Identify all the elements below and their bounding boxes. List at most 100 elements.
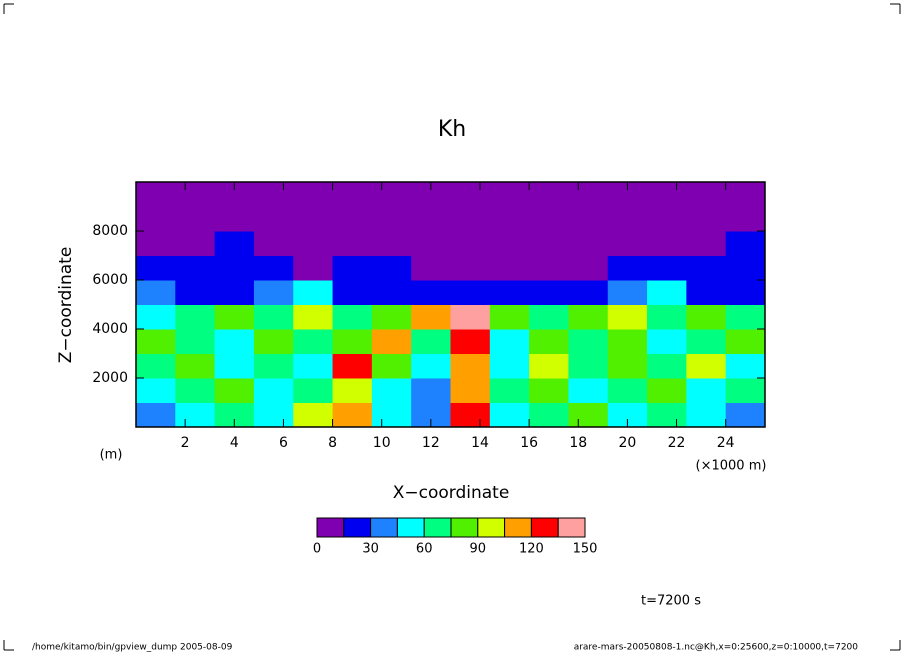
field-cell (411, 255, 451, 281)
field-cell (647, 353, 687, 379)
field-cell (136, 255, 176, 281)
field-cell (136, 378, 176, 403)
field-cell (529, 231, 569, 256)
x-tick-label: 2 (181, 435, 190, 451)
field-cell (214, 378, 255, 403)
field-cell (175, 280, 216, 305)
field-cell (293, 378, 334, 403)
x-tick-label: 10 (373, 435, 391, 451)
field-cell (725, 378, 766, 403)
colorbar-label: 0 (313, 542, 321, 557)
field-cell (253, 353, 294, 379)
field-cell (647, 280, 687, 305)
x-tick-label: 22 (668, 435, 686, 451)
x-tick-label: 18 (569, 435, 587, 451)
x-unit: (×1000 m) (696, 459, 767, 474)
field-cell (450, 402, 491, 428)
field-cell (371, 280, 412, 305)
colorbar-label: 150 (573, 542, 598, 557)
field-cell (332, 378, 373, 403)
field-cell (489, 255, 530, 281)
field-cell (725, 280, 766, 305)
chart-title: Kh (438, 117, 466, 142)
field-cell (371, 353, 412, 379)
field-cell (647, 402, 687, 428)
field-cell (725, 329, 766, 354)
field-cell (686, 280, 727, 305)
field-cell (293, 231, 334, 256)
x-axis-label: X−coordinate (393, 483, 510, 503)
colorbar-box (504, 517, 532, 538)
field-cell (489, 353, 530, 379)
field-cell (568, 206, 609, 232)
field-cell (529, 304, 569, 330)
field-cell (136, 206, 176, 232)
field-cell (136, 402, 176, 428)
field-cell (253, 304, 294, 330)
field-cell (725, 231, 766, 256)
field-cell (450, 378, 491, 403)
footer-right: arare-mars-20050808-1.nc@Kh,x=0:25600,z=… (574, 643, 859, 653)
field-cell (332, 280, 373, 305)
field-cell (450, 255, 491, 281)
field-cell (489, 304, 530, 330)
field-cell (175, 182, 216, 207)
field-cell (371, 329, 412, 354)
field-cell (253, 206, 294, 232)
field-cell (136, 231, 176, 256)
colorbar-label: 30 (362, 542, 379, 557)
field-cell (568, 280, 609, 305)
field-cell (489, 182, 530, 207)
field-cell (175, 231, 216, 256)
x-tick-label: 12 (422, 435, 440, 451)
field-cell (371, 378, 412, 403)
footer-left: /home/kitamo/bin/gpview_dump 2005-08-09 (32, 643, 233, 653)
field-cell (450, 182, 491, 207)
field-cell (411, 378, 451, 403)
field-cell (647, 304, 687, 330)
field-cell (529, 280, 569, 305)
field-cell (568, 353, 609, 379)
field-cell (332, 182, 373, 207)
field-cell (332, 206, 373, 232)
field-cell (136, 304, 176, 330)
colorbar-label: 60 (416, 542, 433, 557)
field-cell (607, 255, 648, 281)
y-tick-label: 8000 (92, 223, 128, 239)
field-cell (607, 353, 648, 379)
field-cell (214, 280, 255, 305)
field-cell (568, 182, 609, 207)
field-cell (175, 329, 216, 354)
field-cell (293, 255, 334, 281)
field-cell (686, 182, 727, 207)
field-cell (411, 280, 451, 305)
field-cell (371, 255, 412, 281)
field-cell (253, 378, 294, 403)
field-cell (293, 182, 334, 207)
corner-marks (3, 3, 901, 651)
colorbar-box (450, 517, 479, 538)
field-cell (253, 329, 294, 354)
field-cell (253, 280, 294, 305)
field-cell (489, 231, 530, 256)
field-cell (568, 378, 609, 403)
field-cell (489, 402, 530, 428)
field-cell (214, 353, 255, 379)
field-cell (293, 206, 334, 232)
field-cell (371, 231, 412, 256)
y-tick-label: 2000 (92, 370, 128, 386)
field-cell (686, 353, 727, 379)
field-cell (647, 378, 687, 403)
field-cell (647, 329, 687, 354)
field-cell (725, 255, 766, 281)
field-cell (686, 329, 727, 354)
field-cell (568, 255, 609, 281)
field-cell (450, 280, 491, 305)
colorbar-label: 120 (519, 542, 544, 557)
colorbar-box (423, 517, 452, 538)
field-cell (725, 206, 766, 232)
field-cell (686, 231, 727, 256)
field-cell (607, 378, 648, 403)
field-cell (136, 182, 176, 207)
field-cell (214, 329, 255, 354)
